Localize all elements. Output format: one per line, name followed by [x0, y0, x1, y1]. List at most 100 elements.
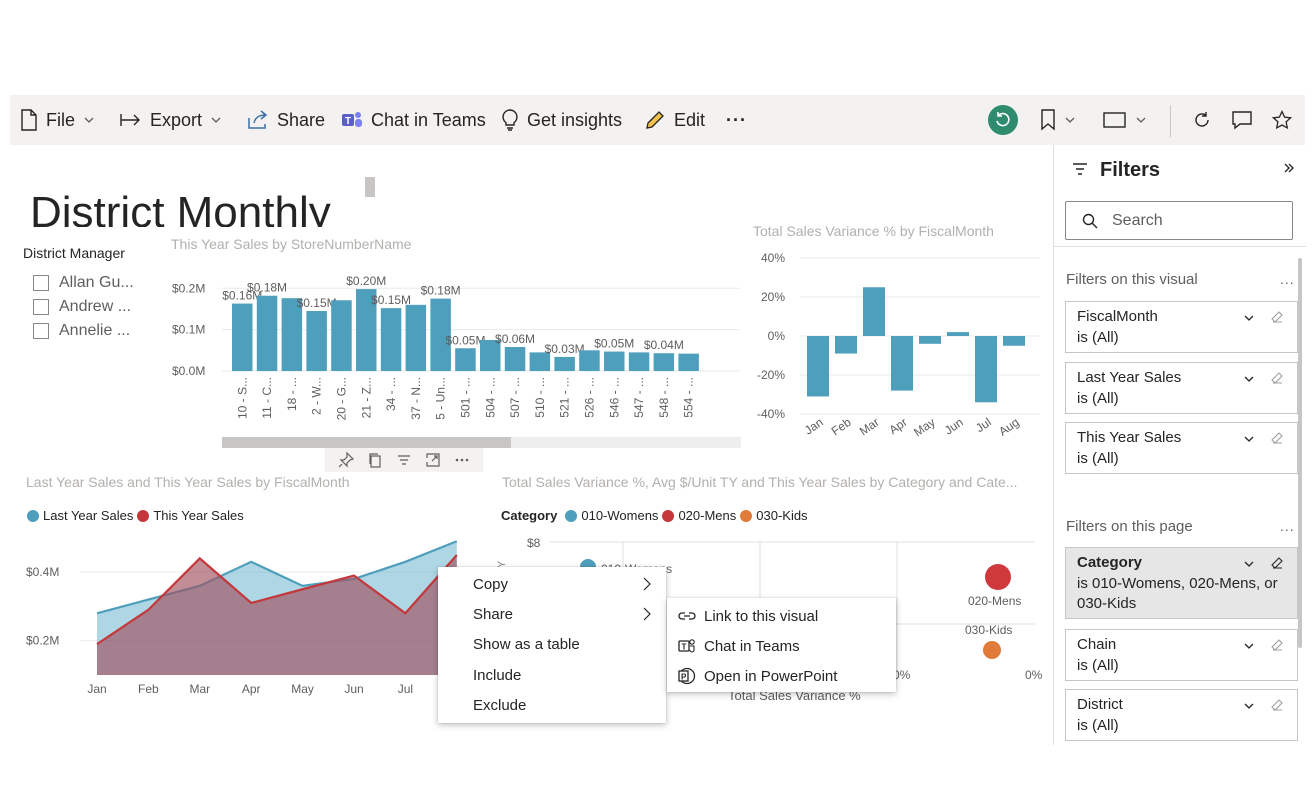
slicer-item[interactable]: Andrew ...: [33, 298, 131, 316]
comments-button[interactable]: [1231, 95, 1253, 145]
bar[interactable]: [919, 336, 941, 344]
bar[interactable]: [554, 356, 575, 371]
bookmark-button[interactable]: [1040, 95, 1076, 145]
chevron-down-icon[interactable]: [1243, 312, 1255, 324]
filter-card-district[interactable]: District is (All): [1065, 689, 1298, 741]
filters-search-input[interactable]: Search: [1065, 201, 1293, 240]
legend-item[interactable]: 030-Kids: [756, 508, 808, 523]
chevron-right-icon: [643, 577, 651, 591]
copy-icon[interactable]: [367, 452, 383, 468]
share-button[interactable]: Share: [247, 95, 325, 145]
file-menu-button[interactable]: File: [20, 95, 95, 145]
reset-button[interactable]: [988, 95, 1018, 145]
bar[interactable]: [947, 332, 969, 336]
bar[interactable]: [1003, 336, 1025, 346]
eraser-icon[interactable]: [1270, 556, 1284, 570]
store-sales-bar-chart[interactable]: $0.0M $0.1M $0.2M $0.16M 10 - S... $0.18M 11 -…: [160, 260, 745, 440]
section-more-options[interactable]: ...: [1280, 271, 1295, 287]
collapse-pane-icon[interactable]: [1283, 162, 1295, 174]
scatter-point-mens[interactable]: [985, 564, 1011, 590]
bar[interactable]: [835, 336, 857, 354]
menu-item-show-as-table[interactable]: Show as a table: [438, 629, 666, 659]
refresh-button[interactable]: [1192, 95, 1212, 145]
eraser-icon[interactable]: [1270, 371, 1284, 385]
bar[interactable]: [863, 287, 885, 336]
menu-item-open-in-powerpoint[interactable]: P Open in PowerPoint: [667, 661, 896, 691]
filter-card-category[interactable]: Category is 010-Womens, 020-Mens, or 030…: [1065, 547, 1298, 619]
bar[interactable]: [430, 298, 451, 371]
bar[interactable]: [480, 339, 501, 371]
more-options-icon[interactable]: [454, 452, 470, 468]
filter-card-chain[interactable]: Chain is (All): [1065, 629, 1298, 681]
slicer-item[interactable]: Allan Gu...: [33, 274, 134, 292]
legend-item[interactable]: 020-Mens: [678, 508, 737, 523]
bar[interactable]: [628, 352, 650, 371]
filters-pane-scrollbar[interactable]: [1298, 258, 1302, 648]
refresh-icon: [1195, 112, 1209, 127]
checkbox[interactable]: [33, 323, 49, 339]
bar[interactable]: [356, 289, 377, 371]
edit-button[interactable]: Edit: [644, 95, 705, 145]
pin-icon[interactable]: [338, 452, 354, 468]
line-last-year[interactable]: [96, 540, 458, 615]
filter-card-last-year-sales[interactable]: Last Year Sales is (All): [1065, 362, 1298, 414]
line-this-year[interactable]: [96, 554, 458, 646]
bar[interactable]: [405, 304, 427, 371]
x-tick-label: 501 - ...: [458, 377, 472, 418]
canvas-scrollbar[interactable]: [365, 177, 375, 197]
bar[interactable]: [380, 308, 402, 371]
get-insights-button[interactable]: Get insights: [501, 95, 622, 145]
chevron-down-icon: [1065, 117, 1075, 123]
menu-item-chat-in-teams[interactable]: T Chat in Teams: [667, 631, 896, 661]
checkbox[interactable]: [33, 275, 49, 291]
bar[interactable]: [891, 336, 913, 391]
chevron-down-icon[interactable]: [1243, 373, 1255, 385]
slicer-item[interactable]: Annelie ...: [33, 322, 130, 340]
section-more-options[interactable]: ...: [1280, 518, 1295, 534]
bar[interactable]: [306, 311, 327, 371]
bar[interactable]: [232, 303, 253, 371]
eraser-icon[interactable]: [1270, 310, 1284, 324]
bar[interactable]: [455, 348, 476, 371]
chart-scroll-thumb[interactable]: [222, 437, 511, 448]
eraser-icon[interactable]: [1270, 431, 1284, 445]
filter-icon[interactable]: [396, 452, 412, 468]
chevron-down-icon[interactable]: [1243, 700, 1255, 712]
variance-bar-chart[interactable]: 40% 20% 0% -20% -40% Jan Feb Mar Apr May Jun Jul Aug: [745, 245, 1045, 445]
focus-mode-icon[interactable]: [425, 452, 441, 468]
export-menu-button[interactable]: Export: [120, 95, 222, 145]
eraser-icon[interactable]: [1270, 638, 1284, 652]
filter-card-fiscalmonth[interactable]: FiscalMonth is (All): [1065, 301, 1298, 353]
menu-item-link-to-visual[interactable]: Link to this visual: [667, 601, 896, 631]
chat-in-teams-button[interactable]: T Chat in Teams: [341, 95, 486, 145]
bar[interactable]: [678, 353, 699, 371]
bar[interactable]: [653, 353, 675, 371]
bar[interactable]: [807, 336, 829, 397]
eraser-icon[interactable]: [1270, 698, 1284, 712]
bar[interactable]: [504, 347, 526, 371]
chevron-down-icon[interactable]: [1243, 640, 1255, 652]
legend-item[interactable]: This Year Sales: [153, 508, 244, 523]
chevron-down-icon[interactable]: [1243, 558, 1255, 570]
bar[interactable]: [604, 351, 625, 371]
legend-item[interactable]: 010-Womens: [581, 508, 659, 523]
sales-area-chart[interactable]: $0.2M $0.4M Jan Feb Mar Apr May Jun Jul: [20, 535, 470, 705]
bar[interactable]: [529, 352, 551, 371]
filter-card-this-year-sales[interactable]: This Year Sales is (All): [1065, 422, 1298, 474]
bar[interactable]: [579, 350, 600, 371]
scatter-point-kids[interactable]: [983, 641, 1001, 659]
menu-item-copy[interactable]: Copy: [438, 569, 666, 599]
bar[interactable]: [281, 298, 303, 371]
menu-item-exclude[interactable]: Exclude: [438, 690, 666, 720]
legend-item[interactable]: Last Year Sales: [43, 508, 134, 523]
chevron-down-icon[interactable]: [1243, 433, 1255, 445]
bar[interactable]: [331, 300, 352, 371]
favorite-button[interactable]: [1272, 95, 1292, 145]
menu-item-include[interactable]: Include: [438, 660, 666, 690]
checkbox[interactable]: [33, 299, 49, 315]
view-button[interactable]: [1103, 95, 1147, 145]
bar[interactable]: [256, 295, 278, 371]
bar[interactable]: [975, 336, 997, 403]
menu-item-share[interactable]: Share: [438, 599, 666, 629]
more-options-button[interactable]: ···: [726, 95, 747, 145]
